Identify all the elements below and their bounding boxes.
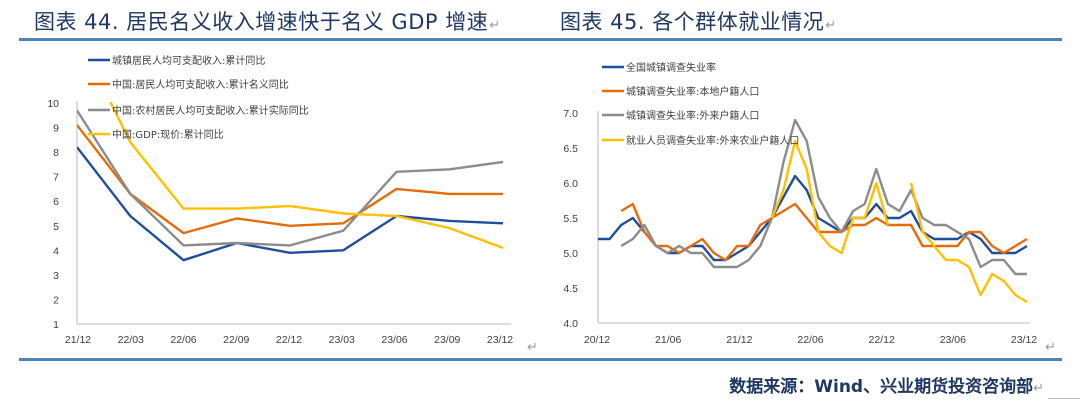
series-line-orange — [77, 124, 503, 235]
y-tick-label: 4.5 — [563, 283, 578, 295]
income-growth-chart: 1 2 3 4 5 6 7 8 9 10 21/12 22/03 22/06 22/09 22/12 23/0… — [47, 54, 513, 346]
y-tick-label: 7 — [53, 172, 59, 184]
series-line-blue — [77, 146, 504, 262]
top-divider — [19, 38, 1062, 41]
bottom-divider — [19, 358, 1062, 361]
legend-label: 中国:农村居民人均可支配收入:累计实际同比 — [112, 104, 309, 117]
y-tick-label: 7.0 — [563, 108, 578, 120]
x-tick-label: 20/12 — [584, 334, 610, 346]
y-tick-label: 9 — [53, 123, 59, 135]
series-line-yellow — [909, 182, 1028, 304]
return-mark-icon: ↵ — [825, 18, 837, 33]
y-tick-label: 6.5 — [563, 143, 578, 155]
right-chart-title-text: 图表 45. 各个群体就业情况 — [560, 10, 825, 34]
x-tick-label: 23/12 — [1011, 334, 1037, 346]
legend-label: 中国:居民人均可支配收入:累计名义同比 — [112, 78, 289, 91]
series-line-gray — [77, 109, 504, 247]
y-tick-label: 2 — [53, 294, 59, 306]
y-tick-label: 5.5 — [563, 213, 578, 225]
left-chart-title: 图表 44. 居民名义收入增速快于名义 GDP 增速↵ — [34, 6, 501, 36]
y-tick-label: 10 — [47, 98, 59, 110]
return-mark-icon: ↵ — [489, 18, 501, 33]
y-tick-label: 6.0 — [563, 178, 578, 190]
return-mark-icon: ↵ — [1045, 340, 1056, 355]
x-tick-label: 22/06 — [797, 334, 823, 346]
data-source-note: 数据来源：Wind、兴业期货投资咨询部↵ — [729, 372, 1044, 397]
series-line-yellow — [109, 102, 504, 250]
y-tick-label: 3 — [53, 270, 59, 282]
x-tick-label: 21/06 — [655, 334, 681, 346]
x-tick-label: 22/12 — [276, 334, 302, 346]
return-mark-icon: ↵ — [527, 340, 538, 355]
legend-label: 就业人员调查失业率:外来农业户籍人口 — [626, 134, 799, 147]
series-line-orange — [620, 202, 1028, 262]
x-tick-label: 23/06 — [940, 334, 966, 346]
y-tick-label: 5.0 — [563, 248, 578, 260]
y-tick-label: 4.0 — [563, 318, 578, 330]
return-mark-icon: ↵ — [1033, 381, 1044, 396]
x-tick-label: 23/12 — [487, 334, 513, 346]
legend-label: 全国城镇调查失业率 — [626, 61, 716, 74]
x-tick-label: 23/03 — [329, 334, 355, 346]
series-line-gray — [620, 118, 1027, 276]
y-tick-label: 6 — [53, 196, 59, 208]
x-tick-label: 22/09 — [223, 334, 249, 346]
x-tick-label: 23/06 — [381, 334, 407, 346]
right-chart-title: 图表 45. 各个群体就业情况↵ — [560, 6, 837, 36]
corner-mark — [1048, 398, 1080, 399]
x-tick-label: 23/09 — [434, 334, 460, 346]
data-source-text: 数据来源：Wind、兴业期货投资咨询部 — [729, 377, 1034, 397]
legend-label: 城镇调查失业率:外来户籍人口 — [626, 109, 759, 122]
x-tick-label: 22/12 — [869, 334, 895, 346]
x-tick-label: 21/12 — [65, 334, 91, 346]
x-tick-label: 22/03 — [118, 334, 144, 346]
legend-label: 城镇居民人均可支配收入:累计同比 — [112, 54, 265, 67]
x-tick-label: 21/12 — [726, 334, 752, 346]
employment-chart: 4.0 4.5 5.0 5.5 6.0 6.5 7.0 20/12 21/06 21/12 22/0… — [563, 61, 1037, 346]
legend-label: 城镇调查失业率:本地户籍人口 — [626, 85, 759, 98]
y-tick-label: 4 — [53, 245, 59, 257]
series-line-yellow — [770, 139, 890, 255]
y-tick-label: 1 — [53, 319, 59, 331]
x-tick-label: 22/06 — [170, 334, 196, 346]
y-tick-label: 5 — [53, 221, 59, 233]
left-chart-title-text: 图表 44. 居民名义收入增速快于名义 GDP 增速 — [34, 10, 489, 34]
y-tick-label: 8 — [53, 147, 59, 159]
legend-label: 中国:GDP:现价:累计同比 — [112, 128, 224, 141]
series-line-blue — [598, 174, 1028, 262]
